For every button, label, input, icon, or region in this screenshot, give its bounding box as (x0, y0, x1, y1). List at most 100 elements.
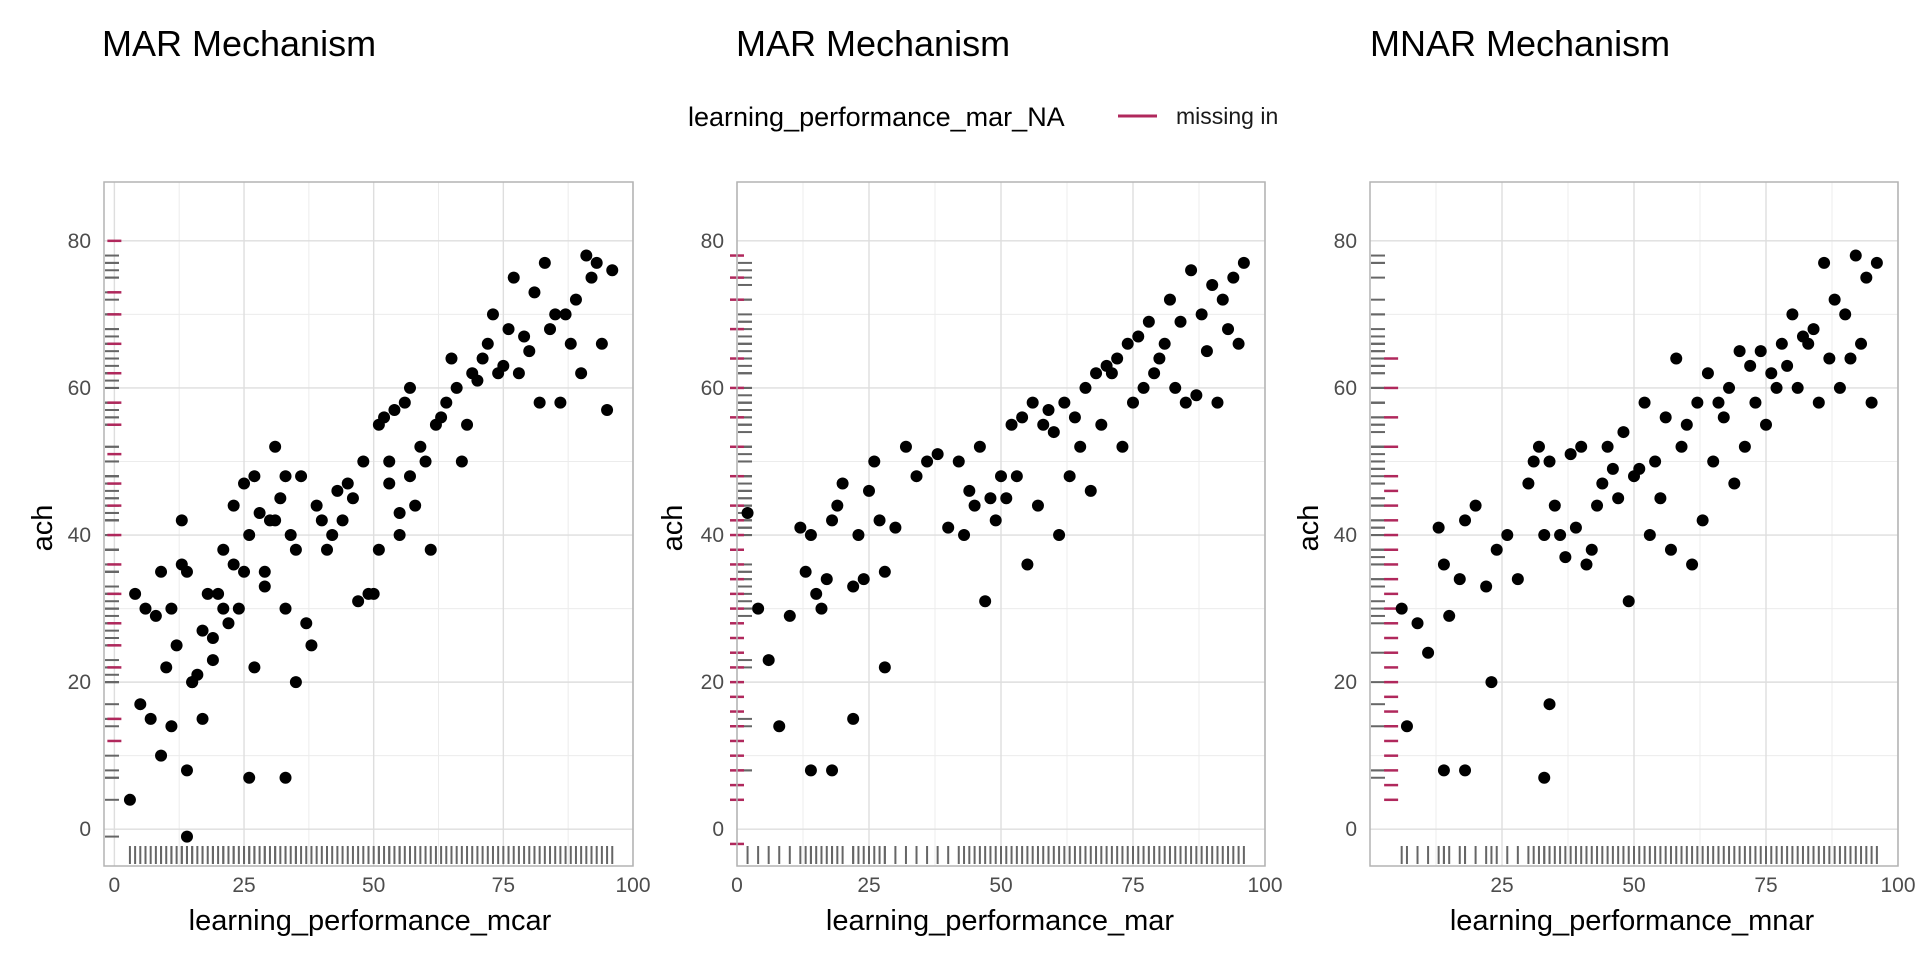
data-point (243, 771, 256, 784)
data-point (227, 499, 240, 512)
x-tick-label: 50 (989, 874, 1012, 897)
data-point (963, 484, 976, 497)
data-point (1459, 514, 1472, 527)
data-point (873, 514, 886, 527)
data-point (160, 661, 173, 674)
data-point (315, 514, 328, 527)
data-point (1543, 455, 1556, 468)
data-point (549, 308, 562, 321)
data-point (455, 455, 468, 468)
x-axis-title: learning_performance_mar (826, 905, 1175, 937)
data-point (424, 543, 437, 556)
data-point (820, 573, 833, 586)
data-point (258, 565, 271, 578)
data-point (1828, 293, 1841, 306)
data-point (274, 492, 287, 505)
plot-area: 0 20 40 60 80 0 25 50 75 100 (68, 181, 651, 897)
data-point (1643, 529, 1656, 542)
data-point (1749, 396, 1762, 409)
data-point (155, 749, 168, 762)
data-point (1670, 352, 1683, 365)
data-point (826, 514, 839, 527)
data-point (984, 492, 997, 505)
data-point (196, 624, 209, 637)
data-point (544, 323, 557, 336)
data-point (1395, 602, 1408, 615)
data-point (1564, 448, 1577, 461)
data-point (1649, 455, 1662, 468)
data-point (1818, 256, 1831, 269)
data-point (1717, 411, 1730, 424)
panel-mcar: MAR Mechanism 0 20 40 60 80 0 25 50 75 100 learni… (27, 23, 651, 937)
data-point (868, 455, 881, 468)
x-axis-title: learning_performance_mnar (1450, 905, 1815, 937)
data-point (1664, 543, 1677, 556)
data-point (773, 720, 786, 733)
data-point (575, 367, 588, 380)
y-tick-label: 20 (1334, 671, 1357, 694)
data-point (1807, 323, 1820, 336)
data-point (393, 506, 406, 519)
data-point (403, 470, 416, 483)
y-tick-label: 20 (68, 671, 91, 694)
data-point (466, 367, 479, 380)
data-point (1855, 337, 1868, 350)
data-point (180, 830, 193, 843)
data-point (1095, 418, 1108, 431)
data-point (134, 698, 147, 711)
data-point (175, 558, 188, 571)
y-axis-title: ach (1293, 505, 1325, 552)
data-point (1163, 293, 1176, 306)
data-point (1638, 396, 1651, 409)
data-point (1079, 381, 1092, 394)
data-point (289, 676, 302, 689)
data-point (326, 529, 339, 542)
data-point (1575, 440, 1588, 453)
data-point (979, 595, 992, 608)
y-tick-label: 60 (68, 377, 91, 400)
x-tick-label: 50 (362, 874, 385, 897)
data-point (852, 529, 865, 542)
data-point (1437, 558, 1450, 571)
x-tick-label: 100 (1247, 874, 1282, 897)
y-tick-label: 40 (1334, 524, 1357, 547)
data-point (206, 654, 219, 667)
data-point (1227, 271, 1240, 284)
data-point (383, 455, 396, 468)
data-point (606, 264, 619, 277)
data-point (486, 308, 499, 321)
data-point (372, 543, 385, 556)
data-point (601, 404, 614, 416)
data-point (559, 308, 572, 321)
data-point (804, 529, 817, 542)
data-point (352, 595, 365, 608)
data-point (1185, 264, 1198, 277)
data-point (569, 293, 582, 306)
data-point (1548, 499, 1561, 512)
data-point (1047, 426, 1060, 439)
panel-border (736, 181, 1266, 867)
data-point (269, 514, 282, 527)
panel-mnar: MNAR Mechanism 0 20 40 60 80 25 50 75 100 learni… (1293, 23, 1916, 937)
data-point (595, 337, 608, 350)
x-tick-label: 75 (1121, 874, 1144, 897)
data-point (1532, 440, 1545, 453)
data-point (502, 323, 515, 336)
data-point (528, 286, 541, 299)
data-point (212, 587, 225, 600)
x-axis-title: learning_performance_mcar (189, 905, 552, 937)
data-point (968, 499, 981, 512)
data-point (1844, 352, 1857, 365)
data-point (435, 411, 448, 424)
data-point (1849, 249, 1862, 262)
x-tick-label: 25 (857, 874, 880, 897)
data-point (1195, 308, 1208, 321)
legend-title: learning_performance_mar_NA (688, 102, 1065, 132)
y-tick-label: 20 (701, 671, 724, 694)
data-point (1179, 396, 1192, 409)
data-point (279, 602, 292, 615)
data-point (783, 609, 796, 622)
data-point (1511, 573, 1524, 586)
data-point (1437, 764, 1450, 777)
